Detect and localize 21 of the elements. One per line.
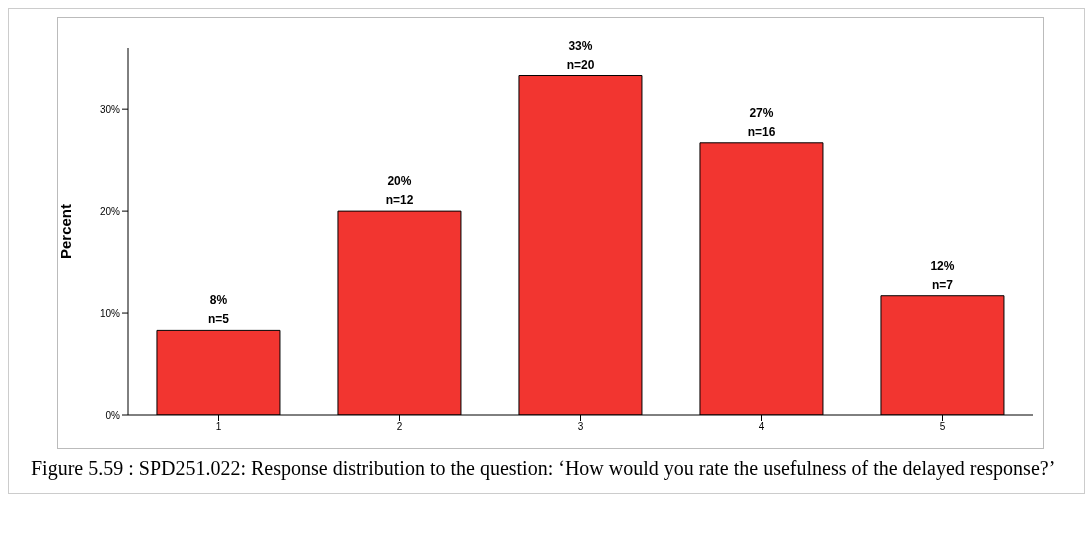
x-tick-label: 2 [396, 421, 403, 433]
caption: Figure 5.59 : SPD251.022: Response distribution to the question: ‘How would you rate the usefulness of the delayed response?’ [31, 456, 1057, 482]
x-tick-label: 4 [758, 421, 765, 433]
data-label: 8% [209, 293, 228, 308]
data-label: 20% [387, 174, 412, 189]
annotation: n=12 [385, 193, 414, 208]
data-label: 27% [749, 105, 774, 120]
x-tick-label: 1 [215, 421, 222, 433]
y-tick-label: 20% [99, 205, 121, 217]
x-tick-label: 5 [939, 421, 946, 433]
y-tick-label: 10% [99, 307, 121, 319]
annotation: n=5 [207, 312, 230, 327]
annotation: n=16 [747, 124, 776, 139]
y-tick-label: 0% [105, 409, 121, 421]
x-tick-label: 3 [577, 421, 584, 433]
y-axis-title: Percent [57, 203, 75, 260]
annotation: n=20 [566, 57, 595, 72]
data-label: 12% [930, 258, 955, 273]
annotation: n=7 [931, 277, 954, 292]
y-tick-label: 30% [99, 103, 121, 115]
data-label: 33% [568, 38, 593, 53]
